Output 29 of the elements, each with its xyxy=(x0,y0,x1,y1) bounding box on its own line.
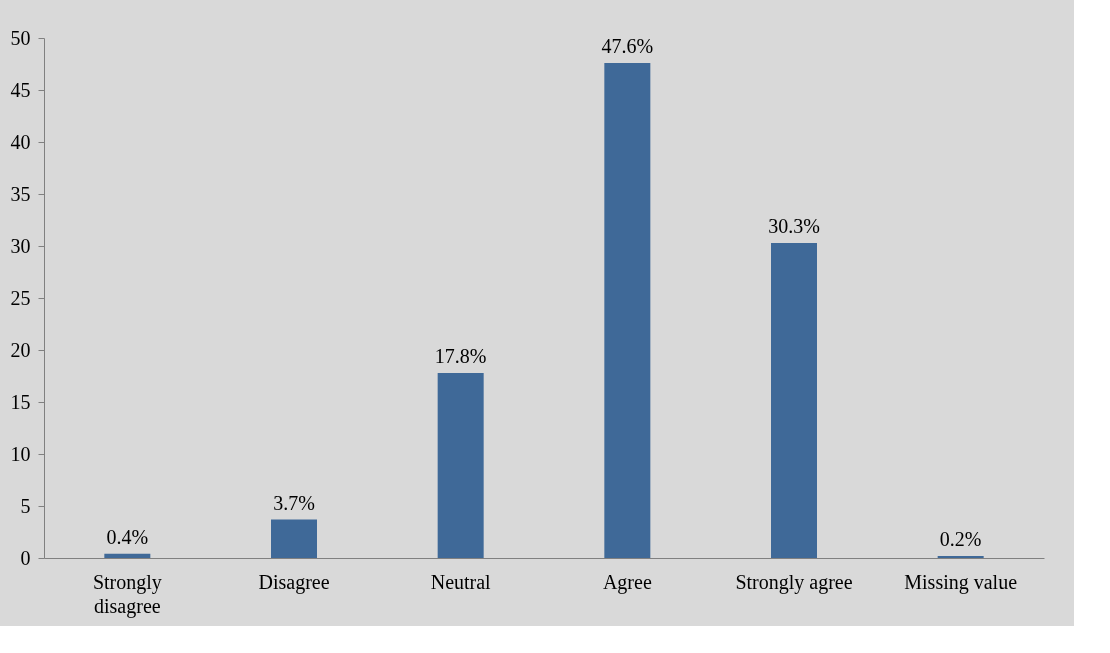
bar xyxy=(937,555,984,558)
data-label: 47.6% xyxy=(601,34,654,57)
y-tick-label: 45 xyxy=(10,78,31,101)
x-tick-label: Neutral xyxy=(430,570,492,593)
x-tick-label: Strongly agree xyxy=(735,570,853,594)
data-label: 17.8% xyxy=(434,344,487,367)
x-tick-label: Missing value xyxy=(904,570,1018,594)
x-tick-label: Strongly disagree xyxy=(92,570,162,618)
bar xyxy=(604,62,651,558)
bar xyxy=(437,372,484,558)
bar xyxy=(271,519,317,558)
y-tick-label: 15 xyxy=(10,390,31,413)
data-label: 0.4% xyxy=(106,525,149,548)
y-tick-label: 30 xyxy=(10,234,31,257)
y-tick-label: 20 xyxy=(10,338,31,361)
y-tick-label: 25 xyxy=(10,286,31,309)
y-tick-label: 50 xyxy=(10,26,31,49)
x-tick-label: Disagree xyxy=(258,570,330,594)
bar xyxy=(104,553,151,558)
data-label: 3.7% xyxy=(273,491,315,514)
y-tick-label: 5 xyxy=(20,494,31,517)
y-tick-label: 40 xyxy=(10,130,31,153)
data-label: 30.3% xyxy=(768,214,820,237)
bar xyxy=(771,242,817,558)
data-label: 0.2% xyxy=(939,527,982,550)
y-tick-label: 10 xyxy=(10,442,31,465)
x-tick-label: Agree xyxy=(602,570,652,594)
y-tick-label: 0 xyxy=(20,546,31,569)
y-tick-label: 35 xyxy=(10,182,31,205)
